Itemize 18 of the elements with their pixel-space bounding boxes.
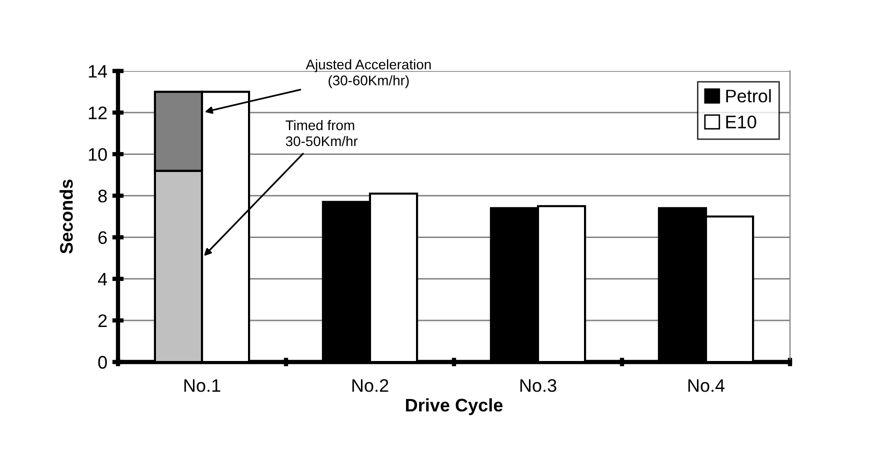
legend-label: Petrol	[726, 89, 771, 102]
x-axis-title: Drive Cycle	[406, 398, 503, 416]
y-axis-title: Seconds	[60, 180, 73, 254]
y-tick-label: 12	[88, 106, 107, 120]
x-tick-label: No.3	[520, 379, 556, 392]
x-tick-label: No.2	[352, 379, 388, 392]
y-tick-label: 8	[98, 190, 107, 202]
y-tick-label: 4	[98, 272, 108, 286]
legend-label: E10	[726, 116, 756, 128]
annotation: Timed from 30-50Km/hr	[286, 120, 358, 146]
y-tick-label: 0	[98, 356, 107, 369]
y-tick-label: 14	[88, 65, 108, 78]
x-tick-label: No.4	[688, 379, 725, 392]
y-tick-label: 6	[98, 231, 107, 244]
y-tick-label: 10	[88, 148, 107, 161]
x-tick-label: No.1	[184, 379, 220, 392]
annotation: Ajusted Acceleration (30-60Km/hr)	[306, 59, 431, 88]
y-tick-label: 2	[98, 314, 107, 327]
